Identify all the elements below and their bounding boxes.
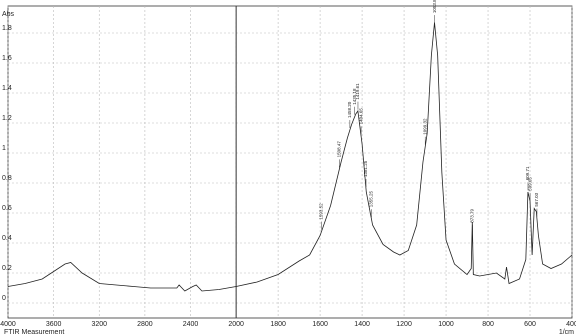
peak-label: 1419.61 <box>355 83 360 100</box>
x-tick-label: 1200 <box>396 321 412 328</box>
peak-label: 1458.20 <box>347 101 352 118</box>
y-tick-label: 1.8 <box>2 25 12 32</box>
peak-label: 1404.65 <box>358 108 363 125</box>
y-tick-label: 0.4 <box>2 235 12 242</box>
y-tick-label: 0.6 <box>2 205 12 212</box>
x-tick-label: 800 <box>482 321 494 328</box>
peak-label: 567.03 <box>534 192 539 206</box>
x-tick-label: 2800 <box>137 321 153 328</box>
x-unit: 1/cm <box>559 329 574 336</box>
peak-label: 1053.83 <box>432 0 437 13</box>
x-tick-label: 3200 <box>91 321 107 328</box>
peak-label: 1435.18 <box>352 88 357 105</box>
peak-label: 1355.25 <box>369 190 374 207</box>
x-tick-label: 2000 <box>228 321 244 328</box>
peak-label: 1508.47 <box>337 141 342 158</box>
footer: FTIR Measurement <box>4 329 64 336</box>
peak-label: 1593.52 <box>319 203 324 220</box>
y-tick-label: 1.6 <box>2 55 12 62</box>
spectrum-line <box>7 22 573 292</box>
x-tick-label: 400 <box>566 321 576 328</box>
x-tick-label: 1000 <box>438 321 454 328</box>
x-tick-label: 1800 <box>270 321 286 328</box>
y-tick-label: 0.2 <box>2 265 12 272</box>
y-tick-label: 0.8 <box>2 175 12 182</box>
y-tick-label: 1 <box>2 145 6 152</box>
peak-label: 1099.32 <box>422 118 427 135</box>
x-tick-label: 4000 <box>0 321 16 328</box>
peak-label: 599.65 <box>527 177 532 191</box>
y-tick-label: 1.4 <box>2 85 12 92</box>
peak-label: 873.79 <box>470 208 475 222</box>
peak-label: 1381.25 <box>363 160 368 177</box>
x-tick-label: 3600 <box>46 321 62 328</box>
x-tick-label: 600 <box>524 321 536 328</box>
y-tick-label: 0 <box>2 295 6 302</box>
x-tick-label: 2400 <box>183 321 199 328</box>
x-tick-label: 1400 <box>354 321 370 328</box>
peak-label: 609.71 <box>525 166 530 180</box>
y-tick-label: 1.2 <box>2 115 12 122</box>
plot-frame <box>7 5 573 319</box>
x-tick-label: 1600 <box>312 321 328 328</box>
